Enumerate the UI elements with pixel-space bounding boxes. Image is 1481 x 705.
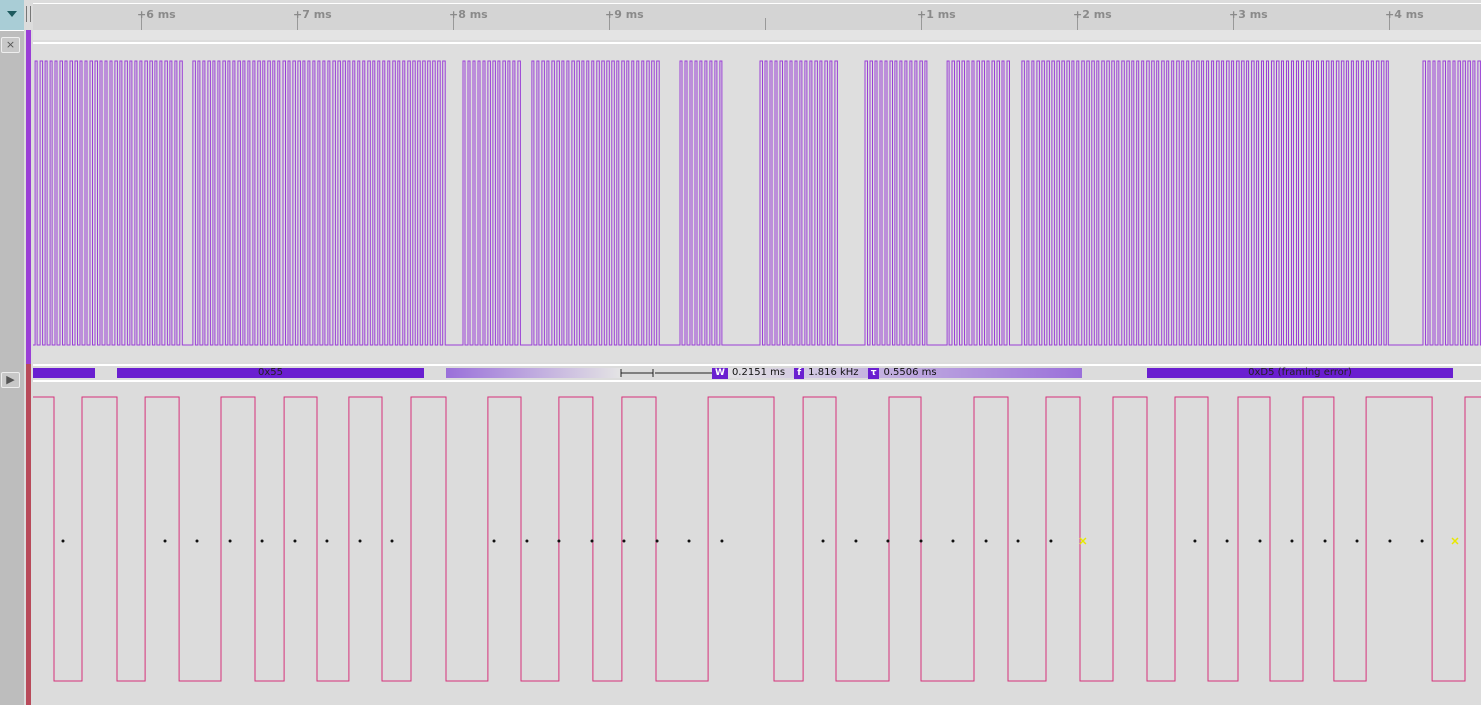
ruler-tick (453, 18, 454, 30)
resize-handle[interactable] (26, 6, 31, 22)
width-measure-arrows-icon (620, 369, 720, 377)
period-value: 0.5506 ms (883, 367, 937, 378)
ruler-label: +4 ms (1385, 8, 1424, 21)
sample-point (557, 539, 561, 543)
sample-point (951, 539, 955, 543)
frequency-value: 1.816 kHz (808, 367, 859, 378)
sample-point (590, 539, 594, 543)
sample-point (1193, 539, 1197, 543)
channel-1-waveform (33, 396, 1481, 682)
sample-point (1225, 539, 1229, 543)
ruler-tick (765, 18, 766, 30)
frequency-badge: f (794, 368, 805, 379)
channel-1-color-bar (26, 364, 31, 705)
ruler-label: +9 ms (605, 8, 644, 21)
sample-point (195, 539, 199, 543)
decoder-lane[interactable]: 0xD5 (framing error) 0x55 W 0.2151 ms f 1.8… (33, 364, 1481, 382)
framing-error-marker (1451, 537, 1459, 545)
sample-point (1049, 539, 1053, 543)
sample-point (821, 539, 825, 543)
sample-point (984, 539, 988, 543)
sample-point (228, 539, 232, 543)
sample-point (1016, 539, 1020, 543)
sample-point (687, 539, 691, 543)
expand-channel-button[interactable]: ▶ (1, 372, 20, 388)
ruler-label: +6 ms (137, 8, 176, 21)
decoded-frame[interactable]: 0xD5 (framing error) (1147, 368, 1453, 378)
sample-point (886, 539, 890, 543)
sample-point (325, 539, 329, 543)
ruler-label: +2 ms (1073, 8, 1112, 21)
sample-point (1323, 539, 1327, 543)
ruler-tick (297, 18, 298, 30)
sample-point (854, 539, 858, 543)
channel-0-color-bar (26, 30, 31, 364)
measurements: W 0.2151 ms f 1.816 kHz τ 0.5506 ms (712, 366, 937, 380)
sample-point (390, 539, 394, 543)
channel-0-waveform (33, 60, 1481, 346)
sample-point (61, 539, 65, 543)
sample-point (1388, 539, 1392, 543)
decoded-frame[interactable]: 0x55 (116, 368, 424, 378)
ruler-tick (1389, 18, 1390, 30)
sample-point (1258, 539, 1262, 543)
decoder-frame-gradient (446, 368, 621, 378)
ruler-tick (1233, 18, 1234, 30)
width-badge: W (712, 368, 728, 379)
framing-error-marker (1079, 537, 1087, 545)
settings-menu-button[interactable] (0, 0, 24, 31)
sample-point (1420, 539, 1424, 543)
dropdown-triangle-icon (7, 11, 17, 17)
ruler-label: +7 ms (293, 8, 332, 21)
sample-point (1290, 539, 1294, 543)
decoder-frame-gradient (720, 368, 1082, 378)
channel-sidebar: × ▶ (0, 0, 24, 705)
decoded-frame[interactable] (33, 368, 95, 378)
sample-point (492, 539, 496, 543)
period-badge: τ (867, 368, 880, 379)
sample-point (655, 539, 659, 543)
close-channel-button[interactable]: × (1, 37, 20, 53)
sample-point (293, 539, 297, 543)
sample-point (622, 539, 626, 543)
sample-point (720, 539, 724, 543)
ruler-tick (609, 18, 610, 30)
sample-point (163, 539, 167, 543)
sample-point (525, 539, 529, 543)
ruler-label: +1 ms (917, 8, 956, 21)
width-value: 0.2151 ms (731, 367, 786, 378)
ruler-label: +8 ms (449, 8, 488, 21)
ruler-tick (921, 18, 922, 30)
ruler-tick (141, 18, 142, 30)
ruler-label: +3 ms (1229, 8, 1268, 21)
timing-strip (33, 30, 1481, 40)
sample-point (919, 539, 923, 543)
sample-point (260, 539, 264, 543)
ruler-tick (1077, 18, 1078, 30)
sample-point (358, 539, 362, 543)
sample-point (1355, 539, 1359, 543)
